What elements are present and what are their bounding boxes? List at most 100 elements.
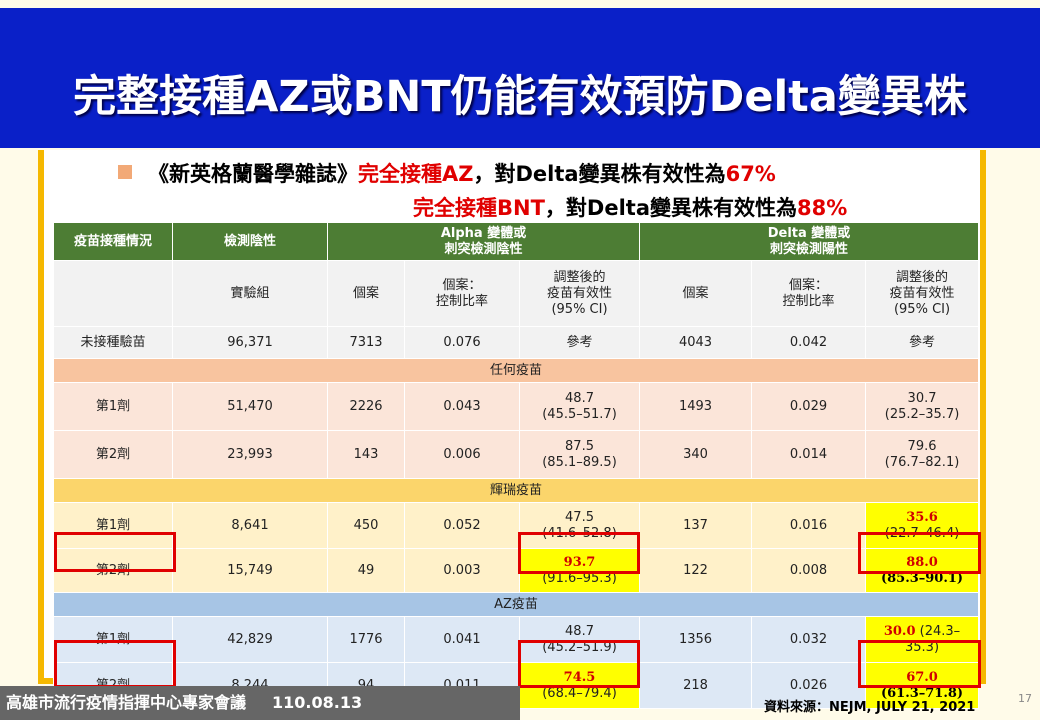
cell-delta-cases: 1493	[639, 382, 753, 431]
cell-neg: 8,641	[172, 502, 328, 549]
ve-ci: (76.7–82.1)	[884, 454, 960, 470]
vaccine-effectiveness-table: 疫苗接種情況 檢測陰性 Alpha 變體或 刺突檢測陰性 Delta 變體或 刺…	[52, 222, 980, 709]
subtitle-line-az: 《新英格蘭醫學雜誌》完全接種AZ，對Delta變異株有效性為67%	[148, 158, 776, 188]
ve-value: 88.0	[906, 554, 938, 570]
header-delta-text: Delta 變體或 刺突檢測陽性	[767, 225, 851, 257]
header-alpha-text: Alpha 變體或 刺突檢測陰性	[440, 225, 527, 257]
table-row-az-dose1: 第1劑 42,829 1776 0.041 48.7 (45.2–51.9) 13…	[53, 616, 980, 663]
cell-alpha-ve-highlight: 93.7 (91.6–95.3)	[518, 548, 641, 593]
cell-alpha-cases: 49	[327, 548, 405, 593]
cell-alpha-ve: 48.7 (45.5–51.7)	[518, 382, 641, 431]
cell-neg: 15,749	[172, 548, 328, 593]
ve-ci: (24.3– 35.3)	[905, 623, 961, 655]
subheader-delta-cases: 個案	[639, 260, 753, 327]
cell-alpha-ve: 87.5 (85.1–89.5)	[518, 430, 641, 479]
cell-neg: 42,829	[172, 616, 328, 663]
cell-delta-cases: 1356	[639, 616, 753, 663]
cell-neg: 96,371	[172, 326, 328, 359]
page-number: 17	[1018, 692, 1032, 705]
cell-alpha-ratio: 0.043	[404, 382, 520, 431]
title-bar	[0, 8, 1040, 148]
cell-delta-ve-highlight: 30.0 (24.3– 35.3)	[865, 616, 980, 663]
row-label: 未接種驗苗	[53, 326, 173, 359]
az-claim-text: ，對Delta變異株有效性為	[473, 162, 726, 186]
ve-value: 74.5	[563, 669, 596, 685]
cell-alpha-ve: 47.5 (41.6–52.8)	[518, 502, 641, 549]
subheader-alpha-cases: 個案	[327, 260, 405, 327]
ve-value: 48.7	[565, 390, 594, 406]
header-test-negative: 檢測陰性	[172, 222, 328, 261]
row-label: 第1劑	[53, 502, 173, 549]
row-label: 第1劑	[53, 616, 173, 663]
table-header-row: 疫苗接種情況 檢測陰性 Alpha 變體或 刺突檢測陰性 Delta 變體或 刺…	[53, 222, 980, 261]
ve-ci: (85.3–90.1)	[880, 570, 964, 586]
section-label: 輝瑞疫苗	[52, 478, 980, 503]
cell-delta-cases: 137	[639, 502, 753, 549]
cell-delta-ve-highlight: 35.6 (22.7–46.4)	[865, 502, 980, 549]
az-percent: 67%	[725, 162, 776, 186]
slide-title: 完整接種AZ或BNT仍能有效預防Delta變異株	[73, 72, 967, 122]
section-any-vaccine: 任何疫苗	[52, 358, 980, 383]
cell-delta-ve: 79.6 (76.7–82.1)	[865, 430, 980, 479]
cell-delta-cases: 4043	[639, 326, 753, 359]
cell-delta-cases: 218	[639, 662, 753, 709]
subheader-control: 實驗組	[172, 260, 328, 327]
journal-name: 《新英格蘭醫學雜誌》	[148, 162, 358, 186]
table-row-pfizer-dose2: 第2劑 15,749 49 0.003 93.7 (91.6–95.3) 122 …	[53, 548, 980, 593]
table-row-unvaccinated: 未接種驗苗 96,371 7313 0.076 參考 4043 0.042 參考	[53, 326, 980, 359]
header-alpha: Alpha 變體或 刺突檢測陰性	[326, 222, 641, 261]
cell-delta-ratio: 0.008	[751, 548, 867, 593]
az-claim: 完全接種AZ	[358, 162, 474, 186]
cell-delta-ve: 30.7 (25.2–35.7)	[865, 382, 980, 431]
ve-ci: (45.5–51.7)	[542, 406, 617, 422]
cell-alpha-ratio: 0.006	[404, 430, 520, 479]
ve-ci: (68.4–79.4)	[542, 685, 617, 701]
footer-org: 高雄市流行疫情指揮中心專家會議	[6, 693, 247, 712]
cell-delta-ve-highlight: 88.0 (85.3–90.1)	[865, 548, 980, 593]
cell-alpha-cases: 2226	[327, 382, 405, 431]
cell-alpha-ve-highlight: 74.5 (68.4–79.4)	[518, 662, 641, 709]
section-label: 任何疫苗	[52, 358, 980, 383]
section-label: AZ疫苗	[52, 592, 980, 617]
ve-value: 47.5	[565, 509, 594, 525]
footer-bar: 高雄市流行疫情指揮中心專家會議 110.08.13	[0, 686, 520, 720]
cell-delta-ve: 參考	[865, 326, 980, 359]
ve-ci: (85.1–89.5)	[542, 454, 617, 470]
cell-alpha-ve: 參考	[518, 326, 641, 359]
ve-ci: (22.7–46.4)	[884, 525, 960, 541]
subheader-alpha-ratio: 個案： 控制比率	[404, 260, 520, 327]
cell-delta-ratio: 0.029	[751, 382, 867, 431]
cell-alpha-cases: 7313	[327, 326, 405, 359]
ve-value: 87.5	[565, 438, 594, 454]
ve-ci: (61.3–71.8)	[880, 685, 964, 701]
cell-delta-ratio: 0.042	[751, 326, 867, 359]
ve-value: 48.7	[565, 623, 594, 639]
row-label: 第1劑	[53, 382, 173, 431]
cell-delta-ratio: 0.016	[751, 502, 867, 549]
ve-value: 30.7	[907, 390, 937, 406]
bnt-percent: 88%	[797, 196, 848, 220]
cell-alpha-cases: 143	[327, 430, 405, 479]
row-label: 第2劑	[53, 430, 173, 479]
table-row-any-dose1: 第1劑 51,470 2226 0.043 48.7 (45.5–51.7) 14…	[53, 382, 980, 431]
header-delta: Delta 變體或 刺突檢測陽性	[639, 222, 980, 261]
ve-value: 35.6	[906, 509, 938, 525]
cell-alpha-cases: 450	[327, 502, 405, 549]
cell-alpha-cases: 1776	[327, 616, 405, 663]
cell-delta-ratio: 0.032	[751, 616, 867, 663]
table-row-pfizer-dose1: 第1劑 8,641 450 0.052 47.5 (41.6–52.8) 137 …	[53, 502, 980, 549]
cell-delta-ratio: 0.026	[751, 662, 867, 709]
ve-value: 79.6	[907, 438, 937, 454]
subtitle-line-bnt: 完全接種BNT，對Delta變異株有效性為88%	[413, 192, 847, 222]
ve-value: 67.0	[906, 669, 938, 685]
table-row-any-dose2: 第2劑 23,993 143 0.006 87.5 (85.1–89.5) 340…	[53, 430, 980, 479]
ve-ci: (45.2–51.9)	[542, 639, 617, 655]
ve-ci: (41.6–52.8)	[542, 525, 617, 541]
footer-date: 110.08.13	[272, 693, 363, 712]
cell-alpha-ratio: 0.003	[404, 548, 520, 593]
cell-neg: 51,470	[172, 382, 328, 431]
ve-value: 93.7	[563, 554, 596, 570]
ve-value: 30.0	[883, 623, 916, 639]
square-bullet-icon	[118, 165, 132, 179]
